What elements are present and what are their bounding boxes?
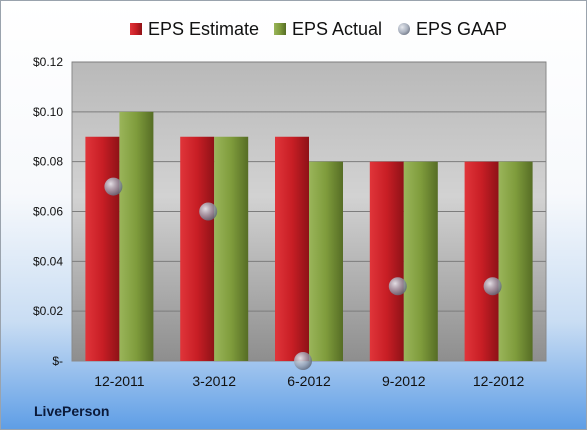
bar-eps-actual	[498, 161, 533, 361]
bars	[85, 111, 533, 361]
x-tick-label: 3-2012	[192, 373, 236, 389]
legend-label-gaap: EPS GAAP	[416, 19, 507, 39]
legend-label-estimate: EPS Estimate	[148, 19, 259, 39]
bar-eps-estimate	[275, 136, 309, 361]
x-axis: 12-2011 3-2012 6-2012 9-2012 12-2012	[94, 373, 524, 389]
x-tick-label: 12-2011	[94, 373, 145, 389]
bar-eps-actual	[214, 136, 249, 361]
y-tick-label: $0.08	[33, 155, 63, 169]
bar-eps-estimate	[464, 161, 499, 361]
bar-eps-estimate	[85, 136, 120, 361]
x-tick-label: 9-2012	[382, 373, 426, 389]
company-label: LivePerson	[34, 403, 110, 419]
y-tick-label: $-	[52, 354, 63, 368]
y-tick-label: $0.04	[33, 254, 63, 268]
eps-gaap-point	[294, 352, 312, 370]
bar-eps-estimate	[180, 136, 215, 361]
bar-eps-actual	[119, 111, 154, 361]
eps-gaap-point	[388, 277, 407, 296]
y-tick-label: $0.12	[33, 55, 63, 69]
legend-label-actual: EPS Actual	[292, 19, 382, 39]
legend-swatch-gaap	[398, 23, 410, 35]
bar-eps-estimate	[369, 161, 404, 361]
eps-gaap-point	[104, 177, 123, 196]
y-tick-label: $0.10	[33, 105, 63, 119]
bar-eps-actual	[403, 161, 438, 361]
legend-swatch-actual	[274, 23, 286, 35]
legend: EPS Estimate EPS Actual EPS GAAP	[130, 19, 507, 39]
eps-gaap-point	[483, 277, 502, 296]
bar-eps-actual	[309, 161, 343, 361]
x-tick-label: 12-2012	[473, 373, 525, 389]
y-axis: $- $0.02 $0.04 $0.06 $0.08 $0.10 $0.12	[33, 55, 63, 368]
y-tick-label: $0.06	[33, 205, 63, 219]
y-tick-label: $0.02	[33, 304, 63, 318]
x-tick-label: 6-2012	[287, 373, 331, 389]
legend-swatch-estimate	[130, 23, 142, 35]
gaap-points	[104, 177, 502, 370]
eps-gaap-point	[199, 202, 218, 221]
